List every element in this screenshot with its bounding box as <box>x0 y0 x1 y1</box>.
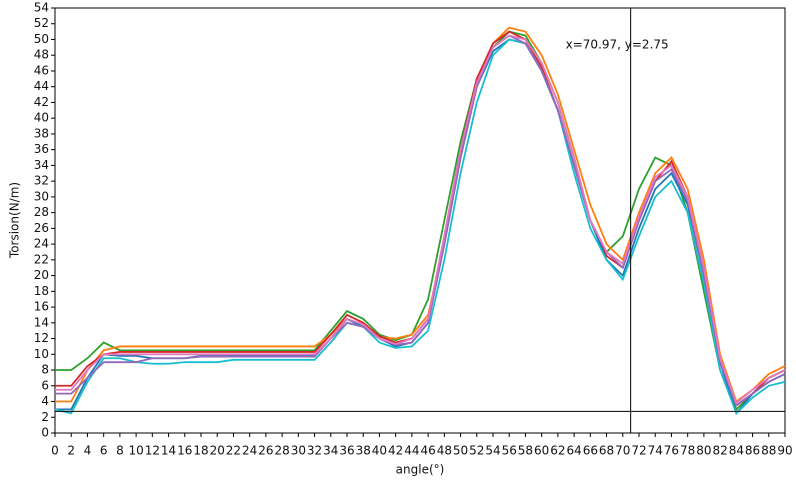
x-tick-label: 42 <box>388 444 403 458</box>
y-tick-label: 28 <box>34 205 49 219</box>
y-tick-label: 42 <box>34 95 49 109</box>
x-tick-label: 12 <box>145 444 160 458</box>
x-tick-label: 62 <box>550 444 565 458</box>
y-tick-label: 12 <box>34 331 49 345</box>
y-tick-label: 46 <box>34 63 49 77</box>
x-tick-label: 22 <box>226 444 241 458</box>
x-tick-label: 50 <box>453 444 468 458</box>
x-tick-label: 56 <box>502 444 517 458</box>
y-tick-label: 30 <box>34 189 49 203</box>
x-tick-label: 74 <box>648 444 663 458</box>
x-tick-label: 46 <box>420 444 435 458</box>
y-tick-label: 52 <box>34 16 49 30</box>
x-tick-label: 90 <box>777 444 792 458</box>
x-tick-label: 88 <box>761 444 776 458</box>
y-tick-label: 8 <box>41 363 49 377</box>
series-line <box>54 38 786 415</box>
y-tick-label: 54 <box>34 1 49 15</box>
x-tick-label: 68 <box>599 444 614 458</box>
y-tick-label: 50 <box>34 32 49 46</box>
y-tick-label: 18 <box>34 284 49 298</box>
x-tick-label: 54 <box>485 444 500 458</box>
x-tick-label: 86 <box>745 444 760 458</box>
x-tick-label: 36 <box>339 444 354 458</box>
y-tick-label: 34 <box>34 158 49 172</box>
y-tick-label: 20 <box>34 268 49 282</box>
x-tick-label: 6 <box>100 444 108 458</box>
x-tick-label: 52 <box>469 444 484 458</box>
y-tick-label: 24 <box>34 237 49 251</box>
x-tick-label: 32 <box>307 444 322 458</box>
x-tick-label: 64 <box>566 444 581 458</box>
x-tick-label: 58 <box>518 444 533 458</box>
series-line <box>55 30 786 411</box>
x-tick-label: 60 <box>534 444 549 458</box>
y-tick-label: 16 <box>34 300 49 314</box>
y-tick-label: 22 <box>34 252 49 266</box>
crosshair-label: x=70.97, y=2.75 <box>566 38 669 52</box>
x-tick-label: 76 <box>664 444 679 458</box>
x-tick-label: 40 <box>372 444 387 458</box>
x-tick-label: 30 <box>291 444 306 458</box>
series-line <box>55 30 786 407</box>
y-tick-label: 26 <box>34 221 49 235</box>
x-tick-label: 16 <box>177 444 192 458</box>
x-tick-label: 44 <box>404 444 419 458</box>
x-tick-label: 48 <box>437 444 452 458</box>
x-tick-label: 26 <box>258 444 273 458</box>
x-tick-label: 20 <box>210 444 225 458</box>
x-tick-label: 4 <box>84 444 92 458</box>
series-line <box>55 34 786 407</box>
x-tick-label: 14 <box>161 444 176 458</box>
y-tick-label: 14 <box>34 315 49 329</box>
x-tick-label: 28 <box>274 444 289 458</box>
y-tick-label: 40 <box>34 111 49 125</box>
x-tick-label: 84 <box>729 444 744 458</box>
y-tick-label: 6 <box>41 378 49 392</box>
x-tick-label: 38 <box>356 444 371 458</box>
y-tick-label: 2 <box>41 410 49 424</box>
x-tick-label: 34 <box>323 444 338 458</box>
x-tick-label: 82 <box>712 444 727 458</box>
x-tick-label: 2 <box>67 444 75 458</box>
y-tick-label: 36 <box>34 142 49 156</box>
x-tick-label: 0 <box>51 444 59 458</box>
y-axis-label: Torsion(N/m) <box>8 182 22 259</box>
y-tick-label: 38 <box>34 126 49 140</box>
series-line <box>55 34 786 405</box>
y-tick-label: 44 <box>34 79 49 93</box>
plot-frame <box>54 7 786 434</box>
x-tick-label: 66 <box>583 444 598 458</box>
x-tick-label: 70 <box>615 444 630 458</box>
x-tick-label: 80 <box>696 444 711 458</box>
y-tick-label: 10 <box>34 347 49 361</box>
x-tick-label: 72 <box>631 444 646 458</box>
y-tick-label: 0 <box>41 426 49 440</box>
x-axis-label: angle(°) <box>396 463 445 477</box>
x-tick-label: 10 <box>128 444 143 458</box>
series-line <box>55 38 786 416</box>
y-tick-label: 48 <box>34 48 49 62</box>
series-line <box>55 26 786 403</box>
x-tick-label: 78 <box>680 444 695 458</box>
x-tick-label: 24 <box>242 444 257 458</box>
y-tick-label: 32 <box>34 174 49 188</box>
y-tick-label: 4 <box>41 394 49 408</box>
x-tick-label: 18 <box>193 444 208 458</box>
x-tick-label: 8 <box>116 444 124 458</box>
